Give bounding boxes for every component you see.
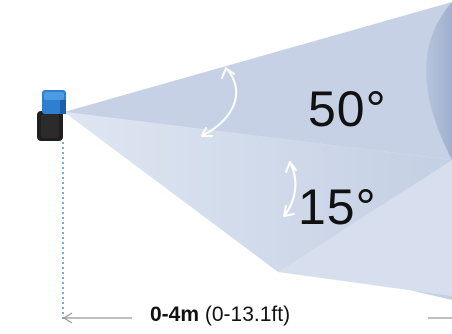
beam-cone xyxy=(64,2,452,300)
horizontal-angle-label: 50° xyxy=(308,81,387,137)
beam-side-face xyxy=(278,160,452,296)
beam-far-face xyxy=(426,2,452,160)
range-metric: 0-4m xyxy=(150,303,200,326)
range-arrow-icon xyxy=(63,312,452,324)
vertical-angle-label: 15° xyxy=(298,179,377,235)
sensor-icon xyxy=(37,90,66,141)
angle-arrow-icon xyxy=(201,67,297,217)
range-label: 0-4m (0-13.1ft) xyxy=(150,304,290,325)
range-imperial: (0-13.1ft) xyxy=(204,303,291,326)
beam-top-face xyxy=(64,2,452,160)
